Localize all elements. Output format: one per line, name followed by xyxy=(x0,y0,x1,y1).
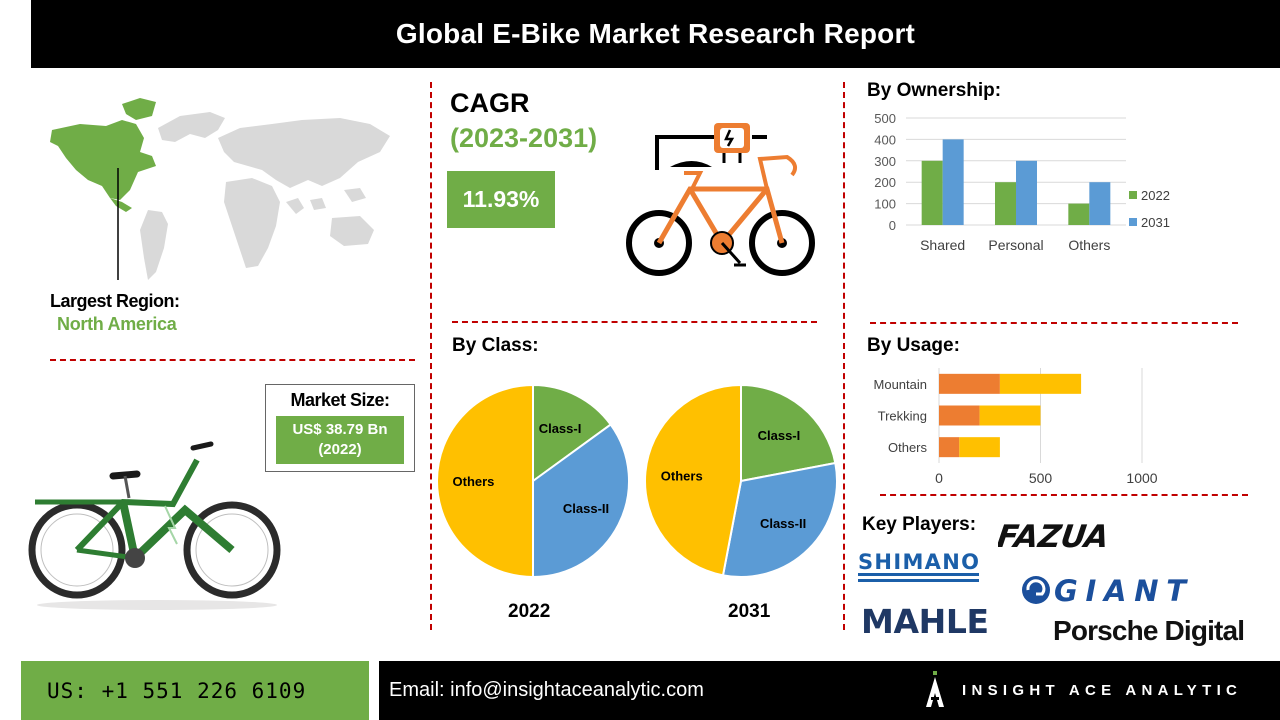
largest-region-label: Largest Region: xyxy=(50,291,180,311)
pie-2022-slice-class-ii xyxy=(532,423,630,579)
usage-title: By Usage: xyxy=(867,335,960,356)
usage-ytick: Mountain xyxy=(874,377,927,392)
ownership-ytick: 400 xyxy=(874,132,896,147)
pie-2031-slice-class-i xyxy=(740,383,837,483)
market-size-amount: US$ 38.79 Bn xyxy=(292,421,388,438)
usage-bar-2031 xyxy=(959,437,1000,458)
ownership-bar-2022 xyxy=(995,182,1016,225)
class-pie-2022: Class-I Class-II Others xyxy=(436,383,630,579)
usage-ytick: Trekking xyxy=(878,409,927,424)
porsche-digital-logo: Porsche Digital xyxy=(1053,615,1245,646)
usage-bar-2022 xyxy=(939,373,1000,394)
usage-xtick: 1000 xyxy=(1126,470,1157,486)
shimano-logo-text: SHIMANO xyxy=(858,550,979,574)
ownership-legend-swatch-2031 xyxy=(1129,218,1137,226)
divider-left xyxy=(430,82,432,630)
market-size-value: US$ 38.79 Bn (2022) xyxy=(276,416,404,464)
usage-bar-chart: 05001000MountainTrekkingOthers20222031 xyxy=(874,368,1158,486)
market-size-year: (2022) xyxy=(318,441,362,458)
pie-2031-label: Others xyxy=(661,468,703,483)
usage-xtick: 0 xyxy=(935,470,943,486)
ownership-ytick: 300 xyxy=(874,154,896,169)
footer-phone: US: +1 551 226 6109 xyxy=(21,661,369,720)
pie-2031-slice-class-ii xyxy=(721,461,838,578)
ownership-ytick: 0 xyxy=(889,218,896,233)
divider-cagr xyxy=(452,321,817,323)
report-title: Global E-Bike Market Research Report xyxy=(395,18,916,49)
world-map xyxy=(50,98,390,280)
giant-logo-text: GIANT xyxy=(1054,574,1188,608)
ownership-legend-label: 2022 xyxy=(1141,188,1170,203)
pie-2022-label: Others xyxy=(453,474,495,489)
usage-ytick: Others xyxy=(888,440,928,455)
brand-logo-icon xyxy=(926,671,944,707)
fazua-logo: FAZUA xyxy=(998,519,1111,552)
ownership-ytick: 500 xyxy=(874,111,896,126)
ownership-bar-2022 xyxy=(1068,203,1090,225)
cagr-period: (2023-2031) xyxy=(450,123,598,153)
giant-logo: GIANT xyxy=(1022,574,1188,608)
ownership-xtick: Shared xyxy=(920,237,965,253)
green-ebike-illustration xyxy=(28,441,281,610)
ownership-xtick: Personal xyxy=(988,237,1043,253)
pie-2031-label: Class-I xyxy=(758,428,801,443)
footer-contact-bar: Email: info@insightaceanalytic.com INSIG… xyxy=(379,661,1280,720)
pie-year-2031: 2031 xyxy=(728,601,771,622)
divider-region xyxy=(50,359,415,361)
ownership-bar-2031 xyxy=(942,139,964,225)
ownership-bar-2031 xyxy=(1016,160,1037,225)
ownership-bar-2031 xyxy=(1089,182,1111,225)
mahle-logo: MAHLE xyxy=(861,602,989,638)
divider-ownership xyxy=(870,322,1238,324)
pie-2031-label: Class-II xyxy=(760,516,806,531)
usage-bar-2031 xyxy=(999,373,1082,394)
porsche-digital-logo-text: Porsche Digital xyxy=(1053,615,1245,646)
pie-2022-label: Class-I xyxy=(539,421,582,436)
mahle-logo-text: MAHLE xyxy=(861,602,989,638)
cagr-value: 11.93% xyxy=(447,171,555,228)
footer-brand: INSIGHT ACE ANALYTIC xyxy=(962,682,1243,699)
pie-2031-slice-others xyxy=(644,383,742,577)
ownership-ytick: 100 xyxy=(874,197,896,212)
ownership-xtick: Others xyxy=(1068,237,1110,253)
market-size-label: Market Size: xyxy=(290,390,390,410)
cagr-title: CAGR xyxy=(450,88,530,118)
divider-right xyxy=(843,82,845,630)
report-header: Global E-Bike Market Research Report xyxy=(31,0,1280,68)
usage-xtick: 500 xyxy=(1029,470,1053,486)
largest-region-value: North America xyxy=(57,314,177,334)
pie-2022-label: Class-II xyxy=(563,501,609,516)
ebike-plug-icon xyxy=(626,123,815,276)
footer-email: Email: info@insightaceanalytic.com xyxy=(389,679,704,701)
usage-bar-2031 xyxy=(979,405,1041,426)
ownership-legend-swatch-2022 xyxy=(1129,191,1137,199)
fazua-logo-text: FAZUA xyxy=(998,519,1111,552)
shimano-logo: SHIMANO xyxy=(858,550,979,582)
ownership-bar-chart: 0 100 200 300 400 500 Shared Personal Others 2022… xyxy=(874,111,1170,253)
ownership-legend-label: 2031 xyxy=(1141,215,1170,230)
ownership-bar-2022 xyxy=(921,160,943,225)
class-pie-2031: Class-I Class-II Others xyxy=(644,383,838,578)
market-size-card: Market Size: US$ 38.79 Bn (2022) xyxy=(265,384,415,472)
key-players-title: Key Players: xyxy=(862,514,977,535)
pie-2022-slice-class-i xyxy=(532,383,613,483)
pie-year-2022: 2022 xyxy=(508,601,551,622)
divider-usage xyxy=(880,494,1248,496)
ownership-title: By Ownership: xyxy=(867,80,1002,101)
footer-phone-text: US: +1 551 226 6109 xyxy=(47,678,307,703)
usage-bar-2022 xyxy=(939,405,980,426)
usage-bar-2022 xyxy=(939,437,960,458)
class-title: By Class: xyxy=(452,335,539,356)
pie-2022-slice-others xyxy=(436,383,534,579)
ownership-ytick: 200 xyxy=(874,175,896,190)
